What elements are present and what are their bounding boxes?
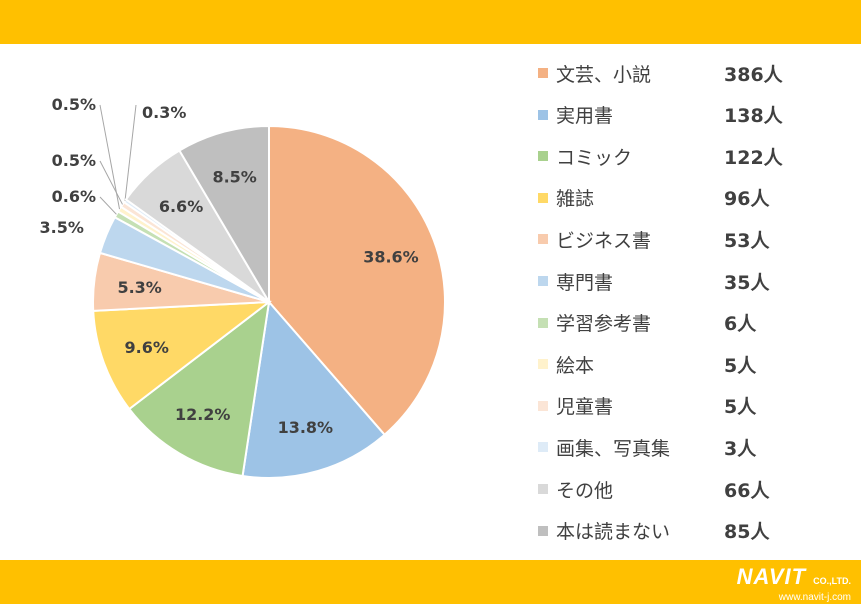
slice-label-5: 3.5% [40,218,84,237]
legend-label-7: 絵本 [556,354,595,377]
legend-label-5: 専門書 [556,271,614,294]
legend-item-0: 文芸、小説 386人 [538,58,838,88]
legend-label-6: 学習参考書 [556,313,652,336]
legend-swatch-6 [538,317,548,328]
pie-slice-1 [241,299,386,479]
legend-count-3: 96人 [724,188,770,211]
slice-label-10: 6.6% [159,197,203,216]
slice-label-2: 12.2% [175,405,231,424]
legend-label-8: 児童書 [556,396,614,419]
slice-label-7: 0.5% [52,95,96,114]
legend-label-2: コミック [556,146,633,169]
legend-item-2: コミック 122人 [538,141,838,171]
legend-count-9: 3人 [724,437,757,460]
navit-logo: NAVIT CO.,LTD. www.navit-j.com [701,564,851,604]
legend-item-1: 実用書 138人 [538,100,838,130]
logo-url: www.navit-j.com [778,592,851,603]
legend-swatch-3 [538,192,548,203]
legend-item-3: 雑誌 96人 [538,183,838,213]
legend-swatch-10 [538,484,548,494]
legend-item-5: 専門書 35人 [538,266,838,296]
legend-swatch-4 [538,234,548,245]
legend-label-9: 画集、写真集 [556,437,671,460]
pie-slice-0 [268,124,446,437]
legend-label-4: ビジネス書 [556,229,652,252]
legend-item-9: 画集、写真集 3人 [538,432,838,462]
slice-label-0: 38.6% [363,247,419,266]
legend-item-7: 絵本 5人 [538,349,838,379]
legend-swatch-9 [538,442,548,453]
legend-swatch-7 [538,359,548,370]
legend-label-3: 雑誌 [556,188,595,211]
legend-label-0: 文芸、小説 [556,63,652,86]
legend-count-5: 35人 [724,271,770,294]
legend-item-11: 本は読まない 85人 [538,516,838,546]
legend-swatch-11 [538,525,548,536]
legend-swatch-8 [538,400,548,411]
legend-count-4: 53人 [724,229,770,252]
slice-label-6: 0.6% [52,187,96,206]
legend-item-6: 学習参考書 6人 [538,308,838,338]
pie-slice-2 [127,299,271,478]
legend-item-8: 児童書 5人 [538,391,838,421]
leader-line-8 [99,160,123,205]
legend-label-10: その他 [556,479,614,502]
legend-item-4: ビジネス書 53人 [538,224,838,254]
pie-chart: 38.6% 13.8% 12.2% 9.6% 5.3% 3.5% 0.6% 0.5% 0.5% 0… [40,95,446,479]
legend-count-0: 386人 [724,63,783,86]
bottom-band [0,560,861,604]
legend-count-11: 85人 [724,521,770,544]
slice-label-11: 8.5% [212,167,256,186]
pie-slice-3 [92,300,273,411]
legend-swatch-0 [538,68,548,78]
leader-line-9 [124,104,137,201]
leader-line-6 [99,196,117,215]
slice-label-8: 0.5% [52,151,96,170]
slice-label-9: 0.3% [142,103,186,122]
legend-count-10: 66人 [724,479,770,502]
pie-slice-11 [178,124,270,306]
legend-swatch-2 [538,151,548,162]
top-band [0,0,861,44]
legend-item-10: その他 66人 [538,474,838,504]
slice-label-4: 5.3% [117,278,161,297]
legend-count-1: 138人 [724,105,783,128]
legend-count-8: 5人 [724,396,757,419]
legend-swatch-1 [538,109,548,120]
legend-label-1: 実用書 [556,105,614,128]
legend-count-2: 122人 [724,146,783,169]
legend-label-11: 本は読まない [556,521,671,544]
legend-swatch-5 [538,276,548,286]
legend-count-6: 6人 [724,313,757,336]
logo-suffix: CO.,LTD. [813,576,851,586]
logo-brand: NAVIT [736,564,807,589]
legend-count-7: 5人 [724,354,757,377]
slice-label-3: 9.6% [125,338,169,357]
slice-label-1: 13.8% [278,418,334,437]
